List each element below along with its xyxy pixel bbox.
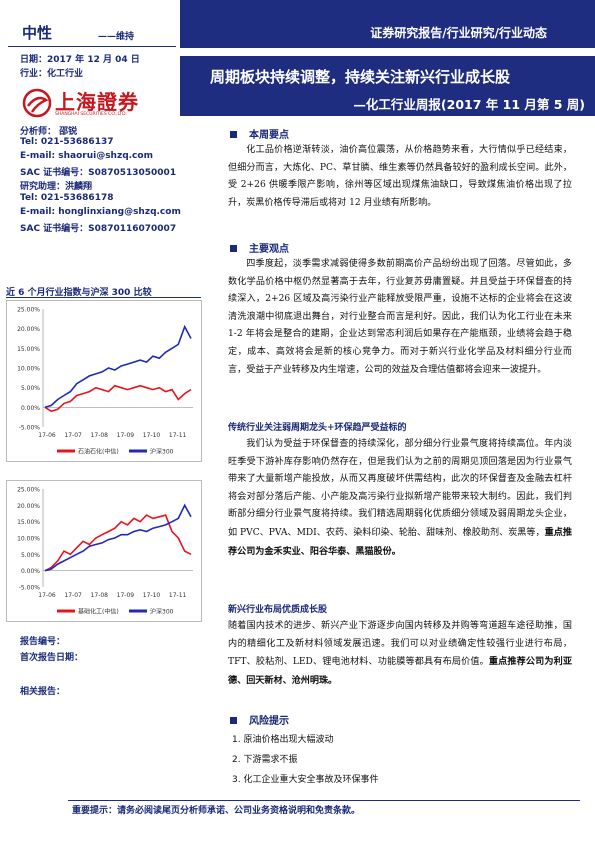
x-tick-label: 17-06 — [38, 592, 56, 599]
series-line-0 — [44, 384, 192, 413]
series-line-1 — [44, 503, 192, 572]
x-tick-label: 17-07 — [64, 432, 82, 439]
rating: 中性 — [22, 24, 53, 42]
y-tick-label: 25.00% — [17, 487, 40, 494]
sub-head-traditional: 传统行业关注弱周期龙头+环保趋严受益标的 — [228, 423, 407, 433]
report-number-label: 报告编号： — [20, 637, 66, 647]
risk-item: 3. 化工企业重大安全事故及环保事件 — [232, 775, 379, 785]
analyst-email[interactable]: E-mail: shaorui@shzq.com — [20, 151, 153, 161]
bullet-square-icon — [230, 244, 237, 252]
y-tick-label: 0.00% — [21, 405, 40, 412]
related-reports-label: 相关报告： — [20, 687, 66, 697]
report-subtitle: —化工行业周报(2017 年 11 月第 5 周) — [353, 97, 585, 112]
section-core-head: 本周要点 — [230, 126, 289, 141]
y-tick-label: 10.00% — [17, 366, 40, 373]
y-tick-label: 20.00% — [17, 503, 40, 510]
assistant-tel: Tel: 021-53686178 — [20, 193, 114, 203]
y-tick-label: 5.00% — [21, 385, 40, 392]
title-banner — [180, 56, 595, 116]
report-industry: 行业：化工行业 — [20, 69, 84, 79]
y-tick-label: -5.00% — [19, 585, 41, 592]
x-tick-label: 17-09 — [117, 592, 135, 599]
y-tick-label: 0.00% — [21, 568, 40, 575]
x-tick-label: 17-11 — [169, 592, 187, 599]
bullet-square-icon — [230, 716, 237, 724]
footer-divider — [68, 800, 580, 801]
x-tick-label: 17-08 — [91, 592, 109, 599]
first-release-label: 首次报告日期： — [20, 653, 84, 663]
bullet-square-icon — [230, 130, 237, 138]
y-tick-label: 15.00% — [17, 519, 40, 526]
header-divider — [8, 46, 176, 47]
chart-basic-chem: -5.00% 0.00% 5.00% 10.00% 15.00% 20.00% 25.00%… — [6, 480, 202, 622]
x-tick-label: 17-09 — [117, 432, 135, 439]
risk-item: 1. 原油价格出现大幅波动 — [232, 735, 334, 745]
x-tick-label: 17-06 — [38, 432, 56, 439]
view-paragraph: 四季度起，淡季需求减弱使得多数前期高价产品纷纷出现了回落。尽管如此，多数化学品价… — [228, 259, 572, 375]
assistant-sac: SAC 证书编号：S0870116070007 — [20, 224, 177, 234]
analyst-name: 分析师： 邵锐 — [20, 127, 78, 137]
assistant-name: 研究助理：洪麟翔 — [20, 182, 93, 192]
core-paragraph: 化工品价格逆渐转淡，油价高位震荡，从价格趋势来看，大行情似乎已经结束，但细分而言… — [228, 145, 572, 208]
traditional-paragraph: 我们认为受益于环保督查的持续深化，部分细分行业景气度将持续高位。年内淡旺季受下游… — [228, 439, 572, 557]
legend-label: 石油石化(中信) — [78, 448, 119, 456]
assistant-email[interactable]: E-mail: honglinxiang@shzq.com — [20, 207, 181, 217]
sub-head-emerging: 新兴行业布局优质成长股 — [228, 605, 328, 615]
report-date: 日期：2017 年 12 月 04 日 — [20, 55, 140, 65]
category-bar — [180, 0, 595, 48]
disclaimer: 重要提示：请务必阅读尾页分析师承诺、公司业务资格说明和免责条款。 — [72, 806, 361, 816]
chart-basic-chem-svg: -5.00% 0.00% 5.00% 10.00% 15.00% 20.00% 25.00%… — [17, 487, 193, 616]
chart-petrochem-svg: -5.00% 0.00% 5.00% 10.00% 15.00% 20.00% 25.00%… — [17, 307, 193, 456]
charts-title: 近 6 个月行业指数与沪深 300 比较 — [6, 288, 152, 298]
traditional-picks: 重点推荐公司为金禾实业、阳谷华泰、黑猫股份。 — [228, 526, 572, 557]
rating-action: ——维持 — [98, 32, 135, 42]
x-tick-label: 17-07 — [64, 592, 82, 599]
chart-petrochem: -5.00% 0.00% 5.00% 10.00% 15.00% 20.00% 25.00%… — [6, 300, 202, 462]
x-tick-label: 17-10 — [143, 432, 161, 439]
y-tick-label: -5.00% — [19, 425, 41, 432]
charts-divider — [6, 297, 201, 298]
legend-label: 沪深300 — [150, 448, 174, 456]
company-logo-icon — [22, 88, 52, 118]
analyst-tel: Tel: 021-53686137 — [20, 137, 114, 147]
company-logo-en: SHANGHAI SECURITIES CO.,LTD. — [55, 112, 128, 117]
emerging-paragraph: 随着国内技术的进步、新兴产业下游逐步向国内转移及并购等弯道超车途径助推，国内的精… — [228, 621, 572, 686]
series-line-0 — [44, 514, 192, 572]
x-tick-label: 17-08 — [91, 432, 109, 439]
section-risk-head: 风险提示 — [230, 712, 289, 727]
legend-label: 沪深300 — [150, 608, 174, 616]
y-tick-label: 25.00% — [17, 307, 40, 314]
y-tick-label: 20.00% — [17, 326, 40, 333]
y-tick-label: 15.00% — [17, 346, 40, 353]
analyst-sac: SAC 证书编号：S0870513050001 — [20, 168, 177, 178]
section-view-head: 主要观点 — [230, 240, 289, 255]
x-tick-label: 17-10 — [143, 592, 161, 599]
report-title: 周期板块持续调整，持续关注新兴行业成长股 — [210, 68, 511, 86]
x-tick-label: 17-11 — [169, 432, 187, 439]
report-category: 证券研究报告/行业研究/行业动态 — [370, 26, 547, 40]
series-line-1 — [44, 324, 192, 409]
legend-label: 基础化工(中信) — [78, 608, 119, 616]
risk-item: 2. 下游需求不振 — [232, 755, 298, 765]
emerging-picks: 重点推荐公司为利亚德、回天新材、沧州明珠。 — [228, 656, 572, 686]
company-logo-text: 上海證券 — [55, 90, 139, 114]
y-tick-label: 10.00% — [17, 536, 40, 543]
y-tick-label: 5.00% — [21, 552, 40, 559]
